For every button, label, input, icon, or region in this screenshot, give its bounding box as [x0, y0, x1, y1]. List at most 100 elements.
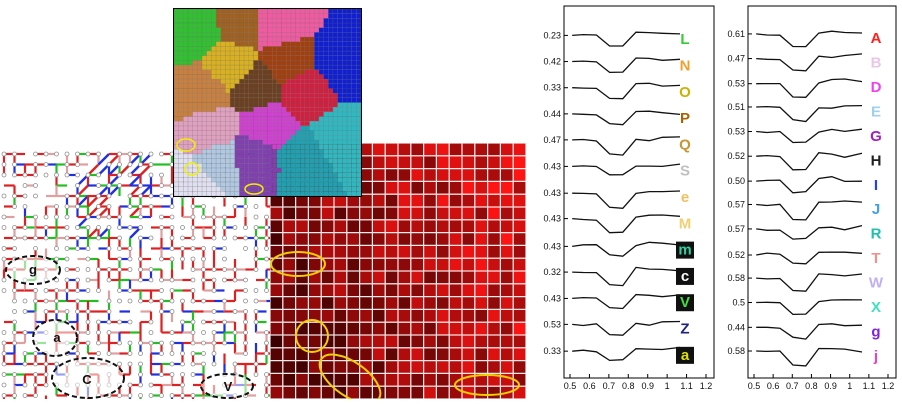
som-cell: [174, 32, 179, 38]
graph-node: [22, 172, 28, 178]
som-cell: [248, 135, 254, 140]
som-cell: [192, 111, 198, 117]
som-cell: [206, 177, 212, 182]
heat-cell: [411, 258, 423, 271]
som-cell: [332, 46, 338, 52]
graph-node: [169, 204, 175, 209]
graph-node: [148, 235, 154, 241]
som-cell: [346, 153, 352, 159]
heat-cell: [270, 271, 283, 284]
som-cell: [300, 9, 305, 14]
profile-line: [756, 152, 863, 171]
som-cell: [328, 177, 333, 182]
graph-edge: [97, 226, 110, 239]
som-cell: [286, 37, 291, 42]
som-cell: [267, 172, 273, 178]
heat-cell: [347, 386, 359, 399]
som-cell: [318, 102, 324, 108]
som-cell: [225, 167, 231, 173]
graph-edge: [76, 216, 89, 229]
heat-cell: [360, 246, 372, 258]
heat-cell: [398, 297, 411, 309]
som-cell: [211, 69, 217, 75]
som-cell: [351, 69, 357, 75]
profile-value-label: 0.52: [727, 151, 745, 161]
heat-cell: [411, 335, 423, 348]
som-cell: [234, 65, 240, 70]
heat-cell: [424, 182, 436, 194]
graph-node: [12, 151, 17, 157]
som-cell: [281, 60, 287, 66]
graph-edge: [108, 184, 121, 197]
som-cell: [342, 97, 347, 103]
som-cell: [262, 13, 268, 19]
graph-node: [43, 361, 49, 367]
som-cell: [342, 167, 347, 173]
graph-edge: [76, 174, 89, 187]
som-cell: [225, 51, 231, 56]
som-cell: [192, 46, 198, 52]
som-cell: [258, 121, 263, 126]
som-cell: [318, 18, 324, 24]
som-cell: [318, 83, 324, 89]
som-cell: [244, 167, 249, 173]
graph-edge: [76, 195, 89, 208]
graph-node: [138, 151, 143, 157]
som-cell: [178, 18, 184, 24]
som-cell: [239, 111, 245, 117]
som-cell: [253, 41, 259, 47]
som-cell: [323, 186, 329, 192]
som-cell: [244, 46, 249, 52]
som-cell: [342, 116, 347, 122]
som-cell: [244, 55, 249, 61]
som-cell: [346, 139, 352, 145]
som-cell: [258, 60, 263, 66]
som-cell: [216, 65, 221, 70]
som-cell: [230, 60, 235, 66]
graph-node: [127, 225, 133, 230]
heat-cell: [462, 258, 475, 271]
som-cell: [253, 55, 259, 61]
som-cell: [244, 158, 249, 164]
som-cell: [328, 181, 333, 187]
som-cell: [220, 60, 226, 66]
graph-node: [12, 246, 17, 251]
graph-node: [138, 204, 143, 209]
som-cell: [258, 9, 263, 14]
som-cell: [197, 102, 203, 108]
som-cell: [276, 27, 282, 33]
som-cell: [304, 41, 310, 47]
graph-node: [1, 351, 7, 356]
som-cell: [230, 32, 235, 38]
som-cell: [234, 27, 240, 33]
graph-node: [190, 340, 196, 346]
som-cell: [206, 144, 212, 150]
som-cell: [295, 153, 301, 159]
graph-node: [159, 225, 164, 230]
heat-cell: [449, 194, 462, 207]
som-cell: [197, 83, 203, 89]
heat-highlight: [270, 251, 326, 277]
graph-node: [75, 204, 80, 209]
som-cell: [290, 60, 296, 66]
profile-value-label: 0.61: [727, 29, 745, 39]
som-cell: [206, 111, 212, 117]
som-cell: [351, 9, 357, 14]
som-cell: [272, 13, 277, 19]
som-cell: [337, 135, 343, 140]
som-cell: [295, 69, 301, 75]
som-cell: [295, 37, 301, 42]
som-cell: [332, 149, 338, 154]
som-cell: [244, 153, 249, 159]
som-cell: [220, 32, 226, 38]
som-cell: [262, 139, 268, 145]
som-cell: [178, 46, 184, 52]
profile-chart-left: 0.23 L 0.42 N 0.33 O 0.44 P 0.47 Q 0.43 S 0.43 e 0.43 M…: [530, 0, 722, 399]
graph-node: [106, 204, 112, 209]
som-cell: [220, 74, 226, 80]
som-cell: [234, 186, 240, 192]
som-cell: [318, 186, 324, 192]
som-cell: [342, 65, 347, 70]
graph-node: [33, 382, 38, 388]
graph-node: [159, 288, 164, 293]
